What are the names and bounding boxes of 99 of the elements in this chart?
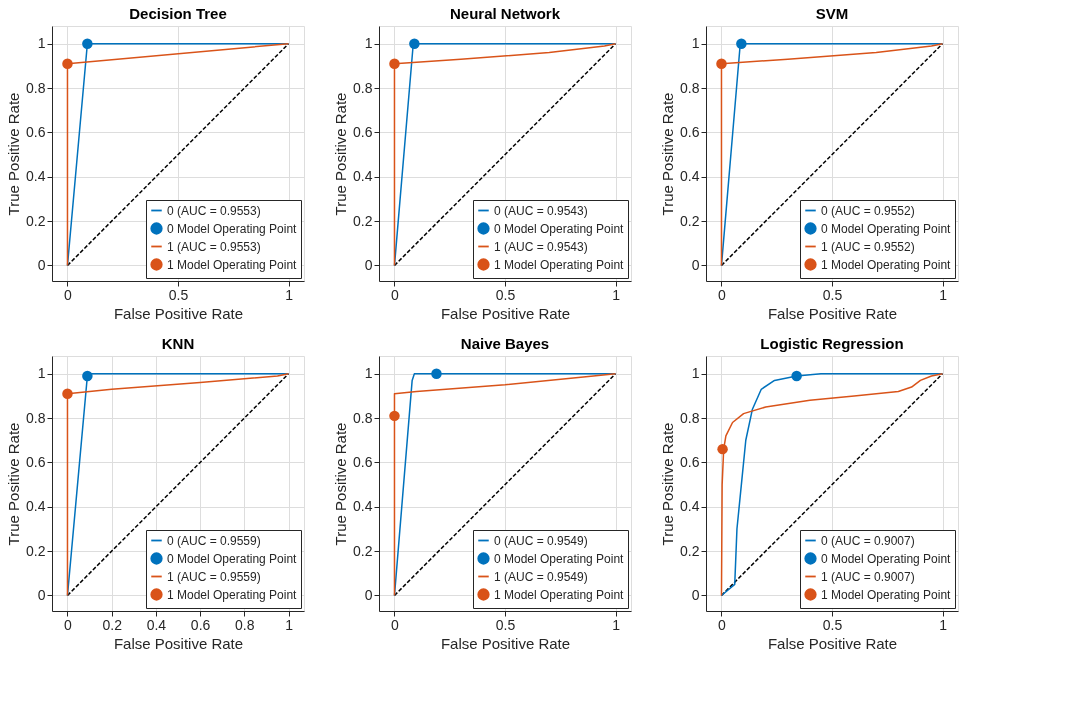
x-axis-title: False Positive Rate	[767, 304, 898, 322]
legend-label: 0 (AUC = 0.9559)	[167, 533, 261, 548]
y-tick-label: 0.2	[680, 542, 700, 559]
x-tick-label: 0.6	[190, 616, 211, 633]
y-tick-label: 0	[37, 586, 46, 603]
legend-label: 1 Model Operating Point	[167, 587, 298, 602]
legend-label: 0 (AUC = 0.9552)	[821, 203, 915, 218]
x-axis-title: False Positive Rate	[440, 634, 571, 652]
legend-label: 1 Model Operating Point	[167, 257, 298, 272]
y-tick-label: 0.8	[26, 79, 46, 96]
y-tick-label: 0.6	[680, 123, 700, 140]
y-tick-label: 0.2	[353, 212, 373, 229]
x-tick-label: 0	[391, 616, 400, 633]
x-tick-label: 0.5	[495, 286, 516, 303]
y-axis-title: True Positive Rate	[332, 92, 350, 216]
y-tick-label: 0.8	[680, 79, 700, 96]
y-tick-label: 0.4	[26, 498, 46, 515]
legend-label: 0 (AUC = 0.9543)	[494, 203, 588, 218]
y-axis-title: True Positive Rate	[659, 92, 677, 216]
x-tick-label: 0.5	[822, 286, 843, 303]
legend-label: 0 Model Operating Point	[167, 551, 298, 566]
y-tick-label: 0.6	[680, 453, 700, 470]
x-axis-title: False Positive Rate	[113, 304, 244, 322]
x-tick-label: 1	[939, 286, 948, 303]
legend-label: 1 (AUC = 0.9007)	[821, 569, 915, 584]
legend-label: 1 (AUC = 0.9552)	[821, 239, 915, 254]
y-tick-label: 1	[691, 35, 700, 52]
legend-label: 0 Model Operating Point	[821, 551, 952, 566]
x-tick-label: 1	[612, 616, 621, 633]
legend-label: 1 Model Operating Point	[821, 587, 952, 602]
legend-label: 0 (AUC = 0.9007)	[821, 533, 915, 548]
x-tick-label: 0.5	[822, 616, 843, 633]
y-tick-label: 0.6	[353, 453, 373, 470]
legend-label: 1 (AUC = 0.9543)	[494, 239, 588, 254]
y-tick-label: 0	[364, 586, 373, 603]
y-tick-label: 0.4	[26, 168, 46, 185]
x-tick-label: 1	[612, 286, 621, 303]
chart-title: SVM	[815, 5, 849, 22]
x-tick-label: 0.4	[146, 616, 167, 633]
y-tick-label: 0.6	[26, 123, 46, 140]
x-tick-label: 0	[64, 616, 73, 633]
x-tick-label: 1	[939, 616, 948, 633]
y-tick-label: 0.2	[26, 542, 46, 559]
y-tick-label: 0	[364, 256, 373, 273]
y-axis-title: True Positive Rate	[5, 422, 23, 546]
y-tick-label: 0.6	[353, 123, 373, 140]
x-tick-label: 0	[391, 286, 400, 303]
y-tick-label: 1	[364, 365, 373, 382]
chart-title: Decision Tree	[129, 5, 227, 22]
y-tick-label: 0.8	[353, 409, 373, 426]
x-tick-label: 0	[718, 286, 727, 303]
chart-title: Neural Network	[449, 5, 561, 22]
legend-label: 0 Model Operating Point	[494, 221, 625, 236]
x-tick-label: 0.5	[168, 286, 189, 303]
legend-label: 1 (AUC = 0.9549)	[494, 569, 588, 584]
y-tick-label: 0.4	[680, 498, 700, 515]
legend-label: 0 Model Operating Point	[821, 221, 952, 236]
y-tick-label: 0.2	[353, 542, 373, 559]
legend-label: 1 (AUC = 0.9553)	[167, 239, 261, 254]
chart-title: Naive Bayes	[460, 335, 550, 352]
y-tick-label: 1	[37, 35, 46, 52]
y-tick-label: 1	[37, 365, 46, 382]
y-tick-label: 1	[691, 365, 700, 382]
y-tick-label: 0.6	[26, 453, 46, 470]
x-tick-label: 0.2	[102, 616, 123, 633]
y-tick-label: 0	[691, 256, 700, 273]
y-axis-title: True Positive Rate	[5, 92, 23, 216]
chart-title: KNN	[161, 335, 195, 352]
y-tick-label: 0.2	[680, 212, 700, 229]
x-tick-label: 0.5	[495, 616, 516, 633]
y-axis-title: True Positive Rate	[332, 422, 350, 546]
x-tick-label: 1	[285, 616, 294, 633]
x-axis-title: False Positive Rate	[440, 304, 571, 322]
x-tick-label: 0.8	[235, 616, 255, 633]
y-tick-label: 0.4	[353, 168, 373, 185]
legend-label: 1 (AUC = 0.9559)	[167, 569, 261, 584]
y-tick-label: 0	[37, 256, 46, 273]
x-tick-label: 0	[64, 286, 73, 303]
y-tick-label: 0	[691, 586, 700, 603]
legend-label: 1 Model Operating Point	[494, 257, 625, 272]
x-axis-title: False Positive Rate	[113, 634, 244, 652]
legend-label: 1 Model Operating Point	[821, 257, 952, 272]
legend-label: 0 (AUC = 0.9553)	[167, 203, 261, 218]
legend-label: 0 Model Operating Point	[494, 551, 625, 566]
y-tick-label: 0.4	[680, 168, 700, 185]
legend-label: 0 (AUC = 0.9549)	[494, 533, 588, 548]
y-tick-label: 0.4	[353, 498, 373, 515]
x-tick-label: 1	[285, 286, 294, 303]
y-tick-label: 0.2	[26, 212, 46, 229]
x-tick-label: 0	[718, 616, 727, 633]
y-tick-label: 1	[364, 35, 373, 52]
y-tick-label: 0.8	[353, 79, 373, 96]
legend-label: 1 Model Operating Point	[494, 587, 625, 602]
y-axis-title: True Positive Rate	[659, 422, 677, 546]
y-tick-label: 0.8	[680, 409, 700, 426]
chart-title: Logistic Regression	[760, 335, 904, 352]
x-axis-title: False Positive Rate	[767, 634, 898, 652]
y-tick-label: 0.8	[26, 409, 46, 426]
legend-label: 0 Model Operating Point	[167, 221, 298, 236]
